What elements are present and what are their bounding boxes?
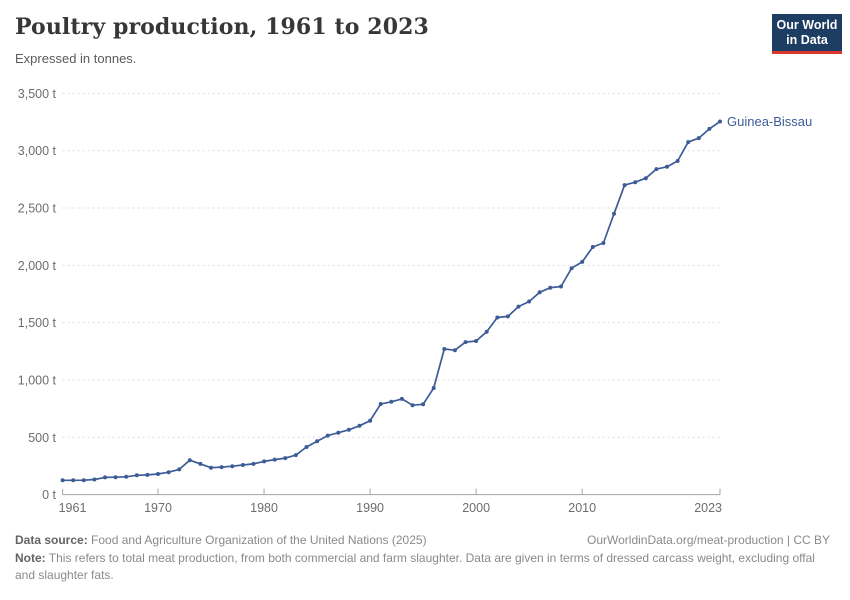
y-axis-tick-label: 2,500 t	[18, 202, 57, 216]
owid-logo: Our World in Data	[772, 14, 842, 54]
data-point	[293, 453, 298, 458]
data-point	[378, 402, 383, 406]
data-point	[357, 423, 362, 428]
data-point	[272, 457, 277, 462]
x-axis-tick-label: 2000	[462, 501, 490, 515]
data-point	[262, 459, 267, 464]
data-point	[442, 347, 447, 351]
owid-logo-line1: Our World	[776, 18, 838, 32]
x-axis-tick-label: 1980	[250, 501, 278, 515]
data-point	[389, 399, 394, 404]
data-point	[124, 474, 129, 479]
note-text: This refers to total meat production, fr…	[15, 550, 815, 583]
chart-subtitle: Expressed in tonnes.	[15, 51, 137, 66]
data-point	[113, 475, 118, 480]
x-axis-tick-label: 1970	[144, 501, 172, 515]
note-label: Note:	[15, 550, 46, 565]
data-point	[505, 314, 510, 319]
data-point	[156, 472, 160, 476]
data-line	[62, 120, 721, 482]
data-point	[643, 176, 648, 181]
data-point	[452, 348, 457, 353]
data-point	[622, 183, 627, 188]
data-point	[580, 259, 585, 264]
data-point	[527, 299, 532, 304]
data-point	[484, 329, 489, 334]
data-point	[60, 478, 65, 483]
data-point	[251, 461, 256, 466]
y-axis-tick-label: 3,500 t	[18, 87, 57, 101]
data-point	[686, 140, 691, 145]
data-point	[315, 439, 320, 444]
y-axis-tick-label: 500 t	[28, 431, 56, 445]
data-point	[590, 245, 595, 249]
data-point	[633, 180, 638, 185]
data-point	[463, 340, 468, 345]
x-axis-tick-label: 2023	[694, 501, 722, 515]
data-point	[177, 467, 182, 472]
data-point	[421, 402, 426, 407]
data-point	[92, 477, 97, 482]
data-point	[431, 386, 436, 390]
data-point	[474, 339, 479, 343]
data-point	[71, 478, 76, 483]
chart-note: Note: This refers to total meat producti…	[15, 550, 830, 585]
data-point	[219, 465, 224, 470]
x-axis-tick-label: 1990	[356, 501, 384, 515]
data-source-label: Data source:	[15, 533, 88, 547]
data-point	[166, 470, 171, 475]
owid-logo-line2: in Data	[786, 33, 828, 47]
y-axis-tick-label: 2,000 t	[18, 259, 57, 273]
data-point	[718, 119, 722, 124]
data-point	[187, 458, 192, 463]
data-point	[707, 126, 712, 131]
y-axis-tick-label: 1,000 t	[18, 373, 57, 387]
data-point	[516, 304, 521, 309]
data-point	[209, 465, 213, 470]
data-point	[559, 284, 563, 289]
data-point	[654, 167, 659, 172]
data-point	[145, 472, 150, 477]
owid-url-link[interactable]: OurWorldinData.org/meat-production | CC …	[587, 533, 830, 547]
chart-footer: Data source: Food and Agriculture Organi…	[15, 532, 830, 585]
data-point	[325, 433, 330, 438]
y-axis-tick-label: 0 t	[42, 488, 56, 502]
series-line-guinea-bissau[interactable]	[60, 119, 722, 483]
entity-label[interactable]: Guinea-Bissau	[727, 114, 812, 129]
data-point	[696, 136, 701, 141]
data-point	[612, 211, 616, 216]
x-axis-tick-label: 2010	[568, 501, 596, 515]
data-point	[198, 461, 203, 466]
data-point	[410, 403, 415, 408]
data-point	[665, 164, 669, 169]
data-point	[230, 464, 235, 469]
data-point	[569, 266, 574, 271]
x-axis-tick-label: 1961	[59, 501, 87, 515]
data-source-text: Food and Agriculture Organization of the…	[87, 533, 427, 547]
data-point	[537, 290, 542, 295]
data-point	[103, 475, 107, 480]
data-point	[548, 285, 553, 290]
data-point	[336, 430, 341, 435]
data-point	[675, 159, 680, 163]
data-point	[240, 463, 245, 467]
data-point	[346, 427, 351, 432]
y-axis-tick-label: 1,500 t	[18, 316, 57, 330]
data-point	[399, 396, 404, 401]
data-source: Data source: Food and Agriculture Organi…	[15, 532, 427, 550]
data-point	[283, 456, 288, 461]
data-point	[304, 445, 309, 449]
y-axis-tick-label: 3,000 t	[18, 144, 57, 158]
data-point	[368, 418, 373, 423]
data-point	[134, 473, 139, 478]
data-point	[495, 315, 500, 320]
data-point	[601, 241, 606, 245]
page-title: Poultry production, 1961 to 2023	[15, 14, 429, 40]
data-point	[81, 478, 86, 483]
